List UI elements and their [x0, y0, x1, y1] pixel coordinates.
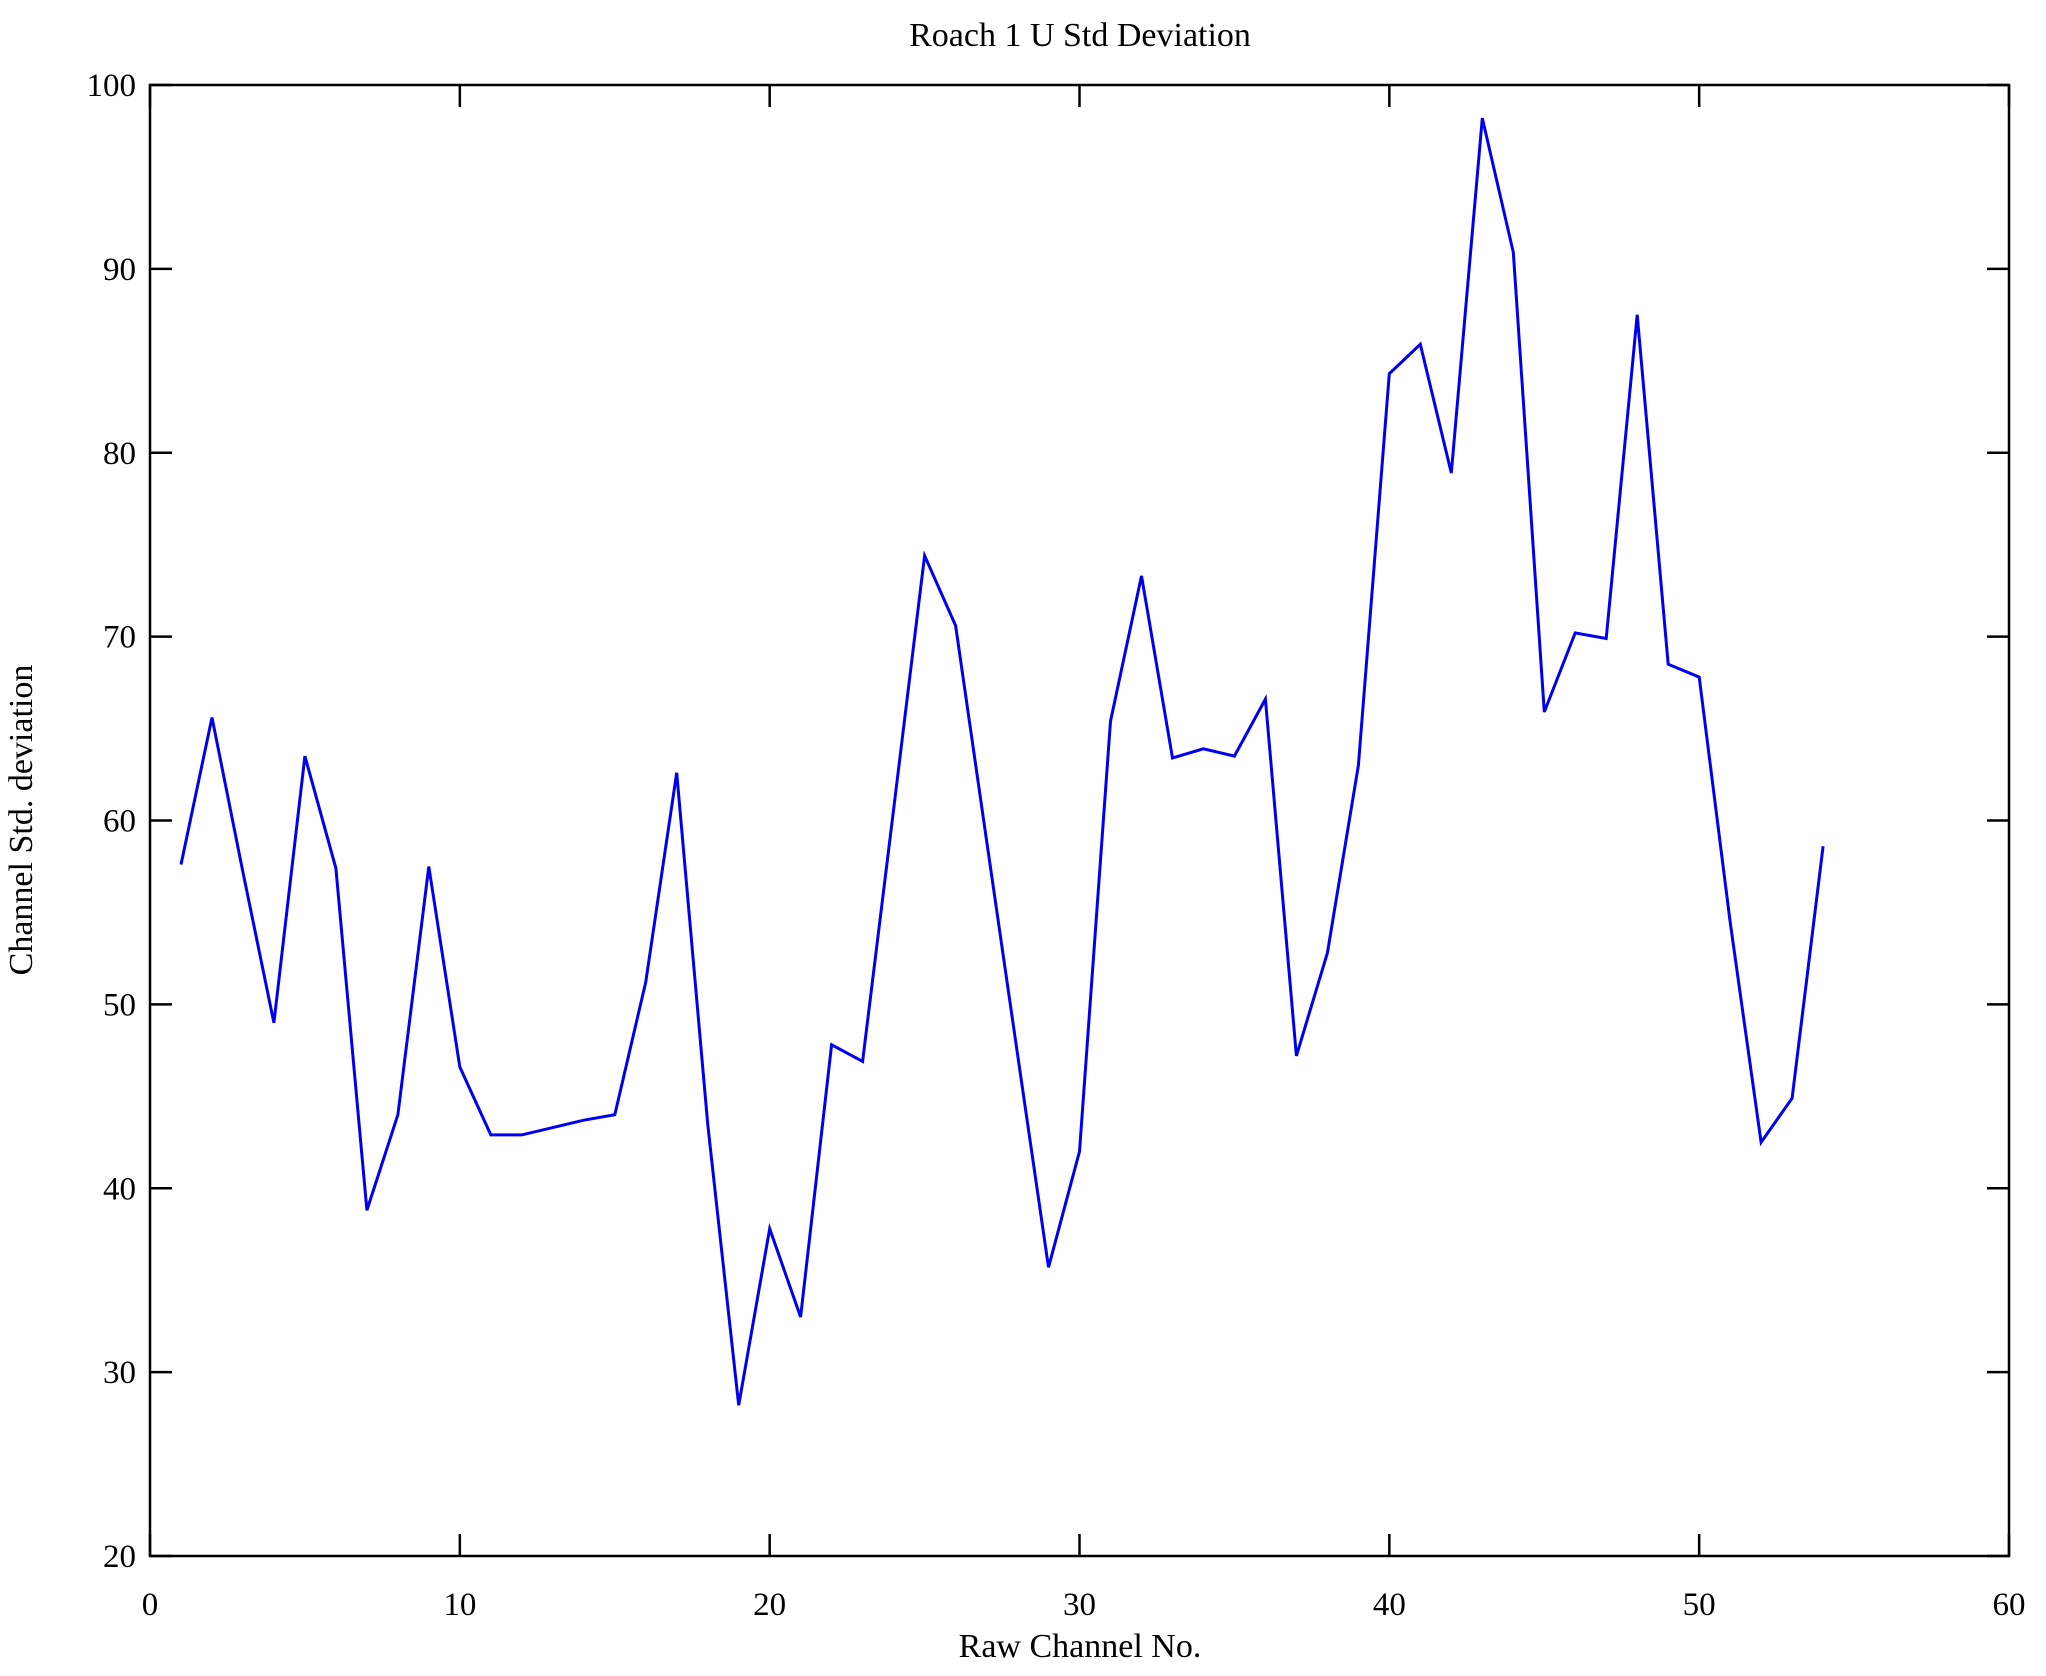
- y-tick-label: 60: [103, 804, 136, 840]
- axis-ticks: [148, 83, 2011, 1558]
- x-tick-label: 50: [1683, 1587, 1716, 1623]
- x-tick-label: 40: [1373, 1587, 1406, 1623]
- x-tick-label: 30: [1063, 1587, 1096, 1623]
- x-tick-label: 20: [753, 1587, 786, 1623]
- x-tick-labels: 0 10 20 30 40 50 60: [142, 1587, 2026, 1623]
- x-axis-label: Raw Channel No.: [959, 1628, 1202, 1665]
- y-tick-label: 20: [103, 1539, 136, 1575]
- x-tick-label: 0: [142, 1587, 159, 1623]
- y-tick-labels: 20 30 40 50 60 70 80 90 100: [87, 68, 137, 1575]
- y-tick-label: 30: [103, 1355, 136, 1391]
- chart-title: Roach 1 U Std Deviation: [909, 17, 1251, 54]
- x-tick-label: 60: [1993, 1587, 2026, 1623]
- y-tick-label: 80: [103, 436, 136, 472]
- data-series-group: [179, 117, 1825, 1406]
- data-line-channel-std-deviation: [179, 117, 1825, 1406]
- y-tick-label: 100: [87, 68, 137, 104]
- y-tick-label: 50: [103, 987, 136, 1023]
- y-tick-label: 40: [103, 1171, 136, 1207]
- x-tick-label: 10: [443, 1587, 476, 1623]
- y-axis-label: Channel Std. deviation: [3, 665, 40, 976]
- y-tick-label: 90: [103, 252, 136, 288]
- y-tick-label: 70: [103, 620, 136, 656]
- plot-area-border: [148, 83, 2011, 1558]
